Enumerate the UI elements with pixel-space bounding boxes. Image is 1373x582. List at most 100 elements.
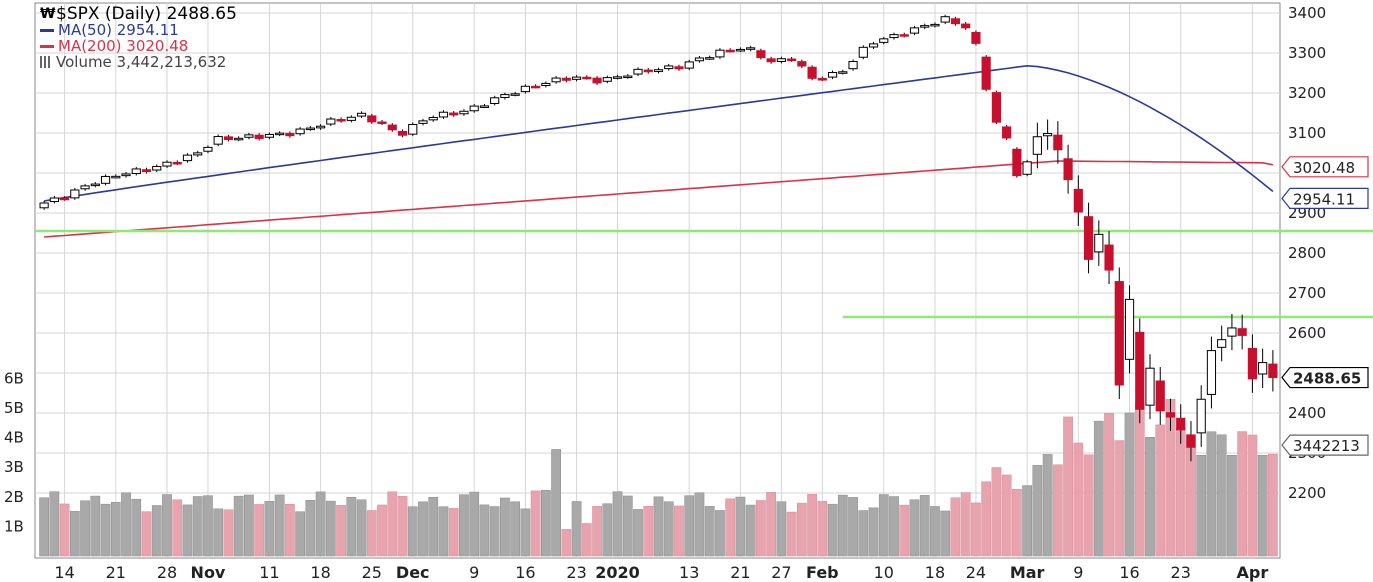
price-tag-box (1281, 434, 1369, 456)
volume-bar (940, 510, 951, 557)
price-tags: 3020.48 2954.11 2488.65 3442213 (1281, 156, 1369, 456)
volume-bar (530, 490, 541, 557)
candle-body (582, 76, 592, 80)
candle-body (592, 77, 602, 84)
date-tick-label: 21 (106, 563, 126, 582)
candle-body (1196, 398, 1206, 434)
volume-bar (1093, 420, 1104, 557)
volume-bar (131, 498, 142, 557)
volume-bar (336, 505, 346, 557)
date-tick-label: Feb (806, 563, 839, 582)
volume-bar (541, 490, 551, 557)
volume-bar (39, 497, 49, 557)
candle-body (817, 78, 827, 81)
price-tick-label: 2600 (1288, 324, 1326, 342)
volume-bar (325, 500, 336, 557)
candle-body (131, 168, 141, 174)
volume-bar (663, 501, 674, 557)
price-tick-label: 2200 (1288, 484, 1326, 502)
volume-bar (305, 499, 316, 557)
candle-body (377, 121, 387, 124)
volume-tick-label: 6B (4, 369, 24, 387)
volume-bar (254, 504, 265, 557)
candle-body (602, 77, 612, 82)
candle-body (684, 61, 694, 69)
date-tick-label: 23 (566, 563, 586, 582)
volume-bar (725, 498, 736, 557)
candle-body (121, 173, 131, 177)
candle-body (797, 61, 807, 67)
price-tag-box (1281, 187, 1369, 209)
date-tick-label: 24 (966, 563, 986, 582)
date-tick-label: 27 (771, 563, 791, 582)
price-candles (39, 14, 1278, 462)
candle-body (981, 56, 991, 90)
volume-bar (428, 497, 439, 557)
volume-bar (1145, 436, 1155, 557)
date-tick-label: 18 (310, 563, 330, 582)
candle-body (664, 65, 674, 70)
volume-bar (1257, 454, 1268, 557)
candle-body (223, 136, 234, 141)
volume-bar (735, 496, 746, 557)
candle-body (1104, 244, 1114, 271)
ma200-swatch (40, 44, 54, 48)
volume-bar (1052, 464, 1063, 557)
candle-body (387, 124, 397, 131)
candle-body (705, 57, 715, 60)
legend-volume-row: Volume 3,442,213,632 (40, 54, 237, 70)
volume-bar (878, 494, 889, 557)
candle-body (70, 189, 80, 199)
volume-bar (59, 503, 70, 557)
price-tag-label: 2488.65 (1293, 370, 1361, 388)
volume-bar (1022, 485, 1032, 557)
volume-bar (919, 495, 930, 557)
price-tick-label: 3200 (1288, 84, 1326, 102)
candle-body (418, 120, 428, 124)
volume-bar (1237, 431, 1248, 557)
volume-bar (377, 504, 387, 557)
candle-body (1135, 331, 1145, 410)
candle-body (930, 23, 940, 27)
volume-bar (612, 491, 623, 557)
candle-body (776, 58, 786, 62)
volume-bars (39, 398, 1278, 557)
candle-body (1022, 161, 1032, 175)
price-tick-label: 2700 (1288, 284, 1326, 302)
candle-body (1094, 233, 1104, 253)
candle-body (295, 128, 305, 135)
candle-body (141, 169, 152, 173)
candle-body (561, 77, 571, 81)
volume-bar (213, 508, 224, 557)
volume-bar (561, 529, 572, 557)
price-tag-label: 3442213 (1293, 437, 1360, 455)
chart-legend: ₩ $SPX (Daily) 2488.65 MA(50) 2954.11 MA… (40, 6, 237, 70)
volume-bar (602, 503, 613, 557)
volume-bar (172, 499, 183, 557)
volume-bar (80, 500, 90, 557)
volume-bar (418, 501, 428, 557)
volume-bar (500, 497, 510, 557)
volume-bar (233, 495, 244, 557)
volume-bar (285, 503, 295, 557)
candle-body (1258, 362, 1268, 375)
volume-bar (1083, 454, 1094, 557)
candle-body (1083, 216, 1094, 260)
date-tick-label: 9 (469, 563, 479, 582)
candle-body (868, 43, 879, 48)
candle-body (612, 76, 623, 79)
volume-bar (356, 499, 367, 557)
date-tick-label: Nov (191, 563, 226, 582)
volume-tick-label: 5B (4, 399, 24, 417)
candle-body (49, 197, 59, 203)
candle-body (264, 133, 274, 138)
volume-bar (151, 505, 162, 557)
candlestick-icon: ₩ (40, 6, 56, 22)
candle-body (469, 105, 479, 112)
volume-bar (397, 496, 408, 557)
volume-bar (1216, 434, 1227, 557)
price-tag-label: 2954.11 (1293, 190, 1355, 208)
candle-body (766, 58, 776, 63)
volume-bar (971, 502, 981, 557)
